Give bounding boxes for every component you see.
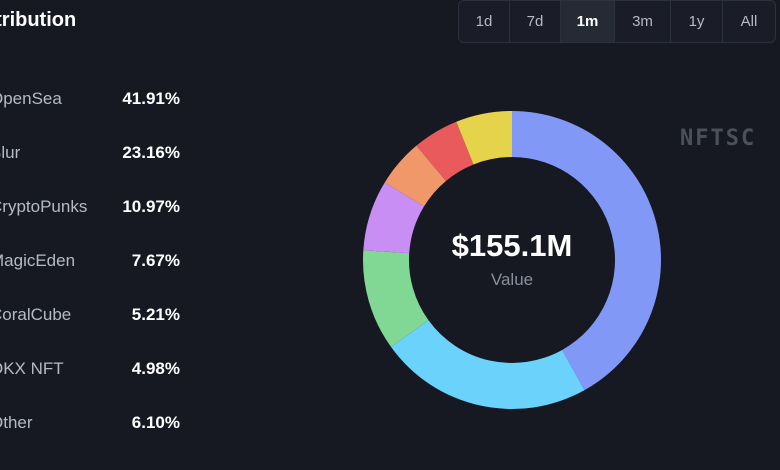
legend-item-cryptopunks: CryptoPunks 10.97%: [0, 180, 190, 234]
legend-percent: 6.10%: [131, 413, 180, 432]
timeframe-7d-button[interactable]: 7d: [510, 1, 561, 42]
legend-name: OKX NFT: [0, 359, 64, 378]
legend-name: CryptoPunks: [0, 197, 88, 216]
donut-slice-coralcube[interactable]: [384, 145, 446, 207]
timeframe-all-button[interactable]: All: [740, 13, 758, 30]
donut-slice-magiceden[interactable]: [363, 182, 425, 254]
legend-item-magiceden: MagicEden 7.67%: [0, 234, 190, 288]
donut-slice-cryptopunks[interactable]: [362, 250, 429, 348]
legend-item-okx-nft: OKX NFT 4.98%: [0, 342, 190, 396]
timeframe-1d-button[interactable]: 1d: [459, 1, 510, 42]
legend-name: Blur: [0, 143, 21, 162]
donut-slice-okx-nft[interactable]: [416, 121, 474, 181]
timeframe-1y-button[interactable]: 1y: [671, 1, 723, 42]
timeframe-3m-button[interactable]: 3m: [615, 1, 671, 42]
timeframe-selector: 1d 7d 1m 3m 1y All: [458, 0, 776, 43]
legend-item-blur: Blur 23.16%: [0, 126, 190, 180]
chart-title: Distribution: [0, 9, 77, 31]
legend-name: CoralCube: [0, 305, 72, 324]
donut-slice-other[interactable]: [456, 111, 512, 165]
legend-item-other: Other 6.10%: [0, 396, 190, 450]
legend-percent: 4.98%: [131, 359, 180, 378]
distribution-legend: OpenSea 41.91% Blur 23.16% CryptoPunks 1…: [0, 72, 190, 450]
legend-percent: 41.91%: [122, 89, 180, 108]
legend-item-coralcube: CoralCube 5.21%: [0, 288, 190, 342]
donut-slice-blur[interactable]: [391, 320, 585, 409]
legend-percent: 5.21%: [131, 305, 180, 324]
legend-name: MagicEden: [0, 251, 76, 270]
legend-name: OpenSea: [0, 89, 62, 108]
legend-percent: 23.16%: [122, 143, 180, 162]
timeframe-1m-button[interactable]: 1m: [561, 1, 615, 42]
watermark-logo: NFTSC: [680, 126, 757, 151]
legend-name: Other: [0, 413, 33, 432]
legend-percent: 7.67%: [131, 251, 180, 270]
legend-percent: 10.97%: [122, 197, 180, 216]
legend-item-opensea: OpenSea 41.91%: [0, 72, 190, 126]
center-value: $155.1M: [451, 228, 573, 263]
donut-slice-opensea[interactable]: [512, 111, 661, 391]
center-label: Value: [490, 270, 534, 289]
